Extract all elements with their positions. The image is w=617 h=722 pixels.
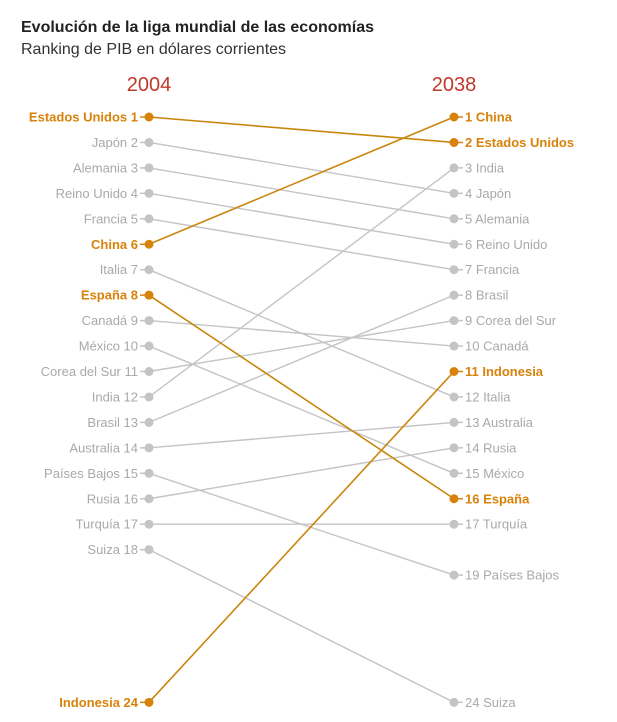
point-2004 bbox=[144, 265, 154, 275]
label-2038: 12 Italia bbox=[465, 389, 511, 404]
point-2038 bbox=[449, 163, 459, 173]
point-2038 bbox=[449, 570, 459, 580]
label-2004: Países Bajos 15 bbox=[44, 466, 138, 481]
chart-subtitle: Ranking de PIB en dólares corrientes bbox=[21, 41, 287, 58]
point-2038 bbox=[449, 112, 459, 122]
label-2004: Estados Unidos 1 bbox=[29, 110, 138, 125]
year-2004-label: 2004 bbox=[127, 74, 172, 96]
slope-line bbox=[148, 192, 455, 245]
label-2038: 9 Corea del Sur bbox=[465, 313, 557, 328]
label-2004: Japón 2 bbox=[92, 135, 138, 150]
point-2004 bbox=[144, 494, 154, 504]
point-2004 bbox=[144, 112, 154, 122]
point-2004 bbox=[144, 367, 154, 376]
label-2004: Rusia 16 bbox=[87, 491, 138, 506]
label-2004: Australia 14 bbox=[69, 440, 138, 455]
label-2004: Suiza 18 bbox=[87, 542, 138, 557]
label-2004: Turquía 17 bbox=[76, 517, 138, 532]
slope-line bbox=[148, 116, 455, 245]
label-2004: Corea del Sur 11 bbox=[41, 364, 138, 379]
point-2038 bbox=[449, 468, 459, 478]
label-2038: 13 Australia bbox=[465, 415, 534, 430]
point-2004 bbox=[144, 316, 154, 326]
slope-line bbox=[148, 421, 455, 449]
point-2038 bbox=[449, 188, 459, 198]
label-2004: Reino Unido 4 bbox=[56, 186, 138, 201]
label-2038: 15 México bbox=[465, 466, 524, 481]
point-2038 bbox=[449, 265, 459, 275]
chart-title: Evolución de la liga mundial de las econ… bbox=[21, 19, 374, 36]
slope-line bbox=[148, 447, 455, 500]
point-2004 bbox=[144, 519, 154, 529]
year-2038-label: 2038 bbox=[432, 74, 477, 96]
label-2038: 8 Brasil bbox=[465, 288, 508, 303]
slope-line bbox=[148, 218, 455, 271]
slope-line bbox=[148, 116, 455, 144]
slope-line bbox=[148, 370, 455, 703]
slope-line bbox=[148, 319, 455, 347]
label-2004: México 10 bbox=[79, 339, 138, 354]
point-2004 bbox=[144, 137, 154, 147]
label-2038: 1 China bbox=[465, 110, 513, 125]
point-2004 bbox=[144, 188, 154, 198]
point-2038 bbox=[449, 214, 459, 224]
label-2004: España 8 bbox=[81, 288, 138, 303]
point-2038 bbox=[449, 316, 459, 326]
label-2038: 4 Japón bbox=[465, 186, 511, 201]
point-2038 bbox=[449, 494, 459, 504]
point-2038 bbox=[449, 290, 459, 300]
point-2004 bbox=[144, 290, 154, 300]
point-2004 bbox=[144, 545, 154, 555]
point-2004 bbox=[144, 163, 154, 173]
label-2004: Alemania 3 bbox=[73, 160, 138, 175]
point-2038 bbox=[449, 367, 459, 376]
point-2004 bbox=[144, 468, 154, 478]
point-2004 bbox=[144, 214, 154, 224]
label-2038: 16 España bbox=[465, 491, 530, 506]
point-2038 bbox=[449, 443, 459, 453]
point-2038 bbox=[449, 239, 459, 249]
point-2038 bbox=[449, 697, 459, 707]
point-2038 bbox=[449, 519, 459, 529]
point-2038 bbox=[449, 392, 459, 402]
label-2038: 5 Alemania bbox=[465, 211, 530, 226]
label-2038: 11 Indonesia bbox=[465, 364, 544, 379]
label-2038: 17 Turquía bbox=[465, 517, 528, 532]
label-2038: 2 Estados Unidos bbox=[465, 135, 574, 150]
point-2004 bbox=[144, 697, 154, 707]
slope-line bbox=[148, 167, 455, 220]
label-2004: Italia 7 bbox=[100, 262, 138, 277]
label-2004: Brasil 13 bbox=[87, 415, 138, 430]
point-2004 bbox=[144, 443, 154, 453]
label-2038: 3 India bbox=[465, 160, 505, 175]
slope-line bbox=[148, 549, 455, 703]
slope-line bbox=[148, 294, 455, 424]
label-2038: 7 Francia bbox=[465, 262, 520, 277]
slope-line bbox=[148, 345, 455, 474]
label-2004: China 6 bbox=[91, 237, 138, 252]
slope-line bbox=[148, 319, 455, 373]
point-2038 bbox=[449, 417, 459, 427]
label-2038: 6 Reino Unido bbox=[465, 237, 547, 252]
point-2004 bbox=[144, 341, 154, 351]
point-2004 bbox=[144, 392, 154, 402]
slope-line bbox=[148, 167, 455, 398]
point-2038 bbox=[449, 341, 459, 351]
point-2004 bbox=[144, 239, 154, 249]
slope-line bbox=[148, 294, 455, 500]
label-2038: 19 Países Bajos bbox=[465, 568, 559, 583]
point-2004 bbox=[144, 417, 154, 427]
label-2004: India 12 bbox=[92, 389, 138, 404]
label-2004: Francia 5 bbox=[84, 211, 138, 226]
label-2004: Canadá 9 bbox=[82, 313, 138, 328]
label-2004: Indonesia 24 bbox=[59, 695, 139, 710]
label-2038: 24 Suiza bbox=[465, 695, 516, 710]
label-2038: 14 Rusia bbox=[465, 440, 517, 455]
slope-line bbox=[148, 141, 455, 195]
label-2038: 10 Canadá bbox=[465, 339, 529, 354]
point-2038 bbox=[449, 137, 459, 147]
